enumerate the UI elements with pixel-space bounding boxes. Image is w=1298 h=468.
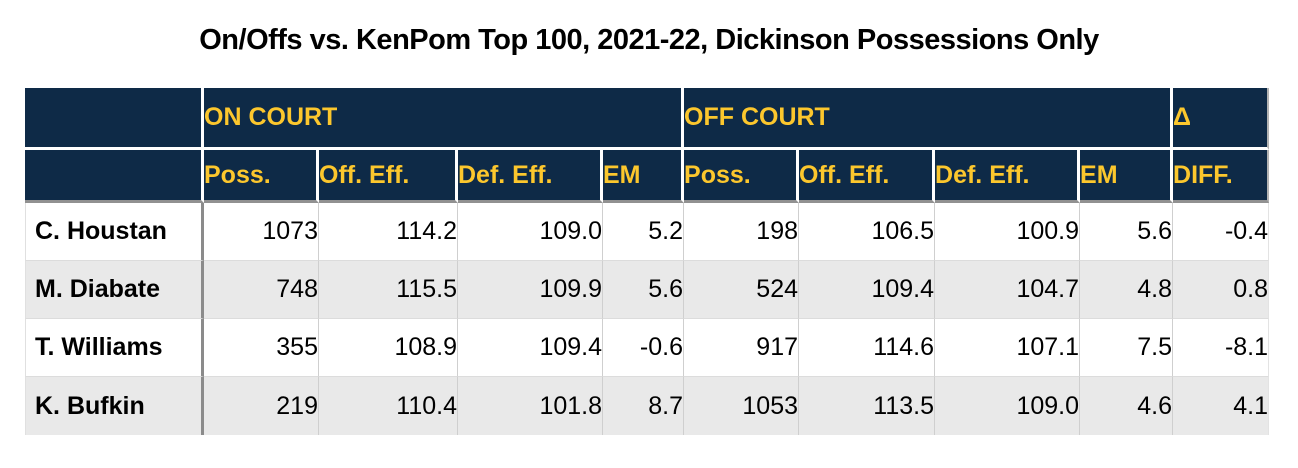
stat-on-em: 5.6 — [603, 261, 685, 319]
group-header-row: ON COURT OFF COURT Δ — [25, 88, 1270, 150]
stat-on-off-eff: 110.4 — [319, 377, 458, 435]
group-header-off-court: OFF COURT — [684, 88, 1174, 150]
stat-on-em: 5.2 — [603, 203, 685, 261]
stat-on-def-eff: 109.0 — [458, 203, 603, 261]
stat-on-em: -0.6 — [603, 319, 685, 377]
stat-off-def-eff: 100.9 — [935, 203, 1081, 261]
stat-off-em: 5.6 — [1080, 203, 1174, 261]
stat-off-def-eff: 109.0 — [935, 377, 1081, 435]
table-row: M. Diabate 748 115.5 109.9 5.6 524 109.4… — [25, 261, 1270, 319]
stat-off-def-eff: 104.7 — [935, 261, 1081, 319]
table-row: T. Williams 355 108.9 109.4 -0.6 917 114… — [25, 319, 1270, 377]
column-header-on-off-eff: Off. Eff. — [319, 150, 458, 203]
corner-blank-cell — [25, 88, 204, 150]
chart-title: On/Offs vs. KenPom Top 100, 2021-22, Dic… — [199, 24, 1099, 56]
stat-off-em: 7.5 — [1080, 319, 1174, 377]
stat-off-poss: 524 — [684, 261, 800, 319]
stat-on-poss: 355 — [204, 319, 319, 377]
stat-on-def-eff: 101.8 — [458, 377, 603, 435]
stat-on-off-eff: 115.5 — [319, 261, 458, 319]
group-header-on-court: ON COURT — [204, 88, 685, 150]
player-name: M. Diabate — [25, 261, 204, 319]
stat-on-off-eff: 114.2 — [319, 203, 458, 261]
stat-off-poss: 1053 — [684, 377, 800, 435]
stat-off-poss: 917 — [684, 319, 800, 377]
column-header-off-def-eff: Def. Eff. — [935, 150, 1081, 203]
stat-off-em: 4.6 — [1080, 377, 1174, 435]
stat-off-def-eff: 107.1 — [935, 319, 1081, 377]
column-header-player-blank — [25, 150, 204, 203]
column-header-on-def-eff: Def. Eff. — [458, 150, 603, 203]
stat-on-em: 8.7 — [603, 377, 685, 435]
stat-on-poss: 219 — [204, 377, 319, 435]
group-header-delta: Δ — [1173, 88, 1270, 150]
stat-off-off-eff: 109.4 — [799, 261, 936, 319]
stat-on-off-eff: 108.9 — [319, 319, 458, 377]
stat-on-poss: 1073 — [204, 203, 319, 261]
player-name: K. Bufkin — [25, 377, 204, 435]
stat-on-def-eff: 109.4 — [458, 319, 603, 377]
table-body: C. Houstan 1073 114.2 109.0 5.2 198 106.… — [25, 203, 1270, 435]
stat-diff: 0.8 — [1173, 261, 1270, 319]
stat-off-off-eff: 106.5 — [799, 203, 936, 261]
column-header-off-off-eff: Off. Eff. — [799, 150, 936, 203]
stat-diff: -0.4 — [1173, 203, 1270, 261]
column-header-on-em: EM — [603, 150, 685, 203]
stat-diff: 4.1 — [1173, 377, 1270, 435]
stat-off-em: 4.8 — [1080, 261, 1174, 319]
column-header-on-poss: Poss. — [204, 150, 319, 203]
player-name: C. Houstan — [25, 203, 204, 261]
column-header-off-poss: Poss. — [684, 150, 800, 203]
stat-off-off-eff: 114.6 — [799, 319, 936, 377]
table-row: C. Houstan 1073 114.2 109.0 5.2 198 106.… — [25, 203, 1270, 261]
stat-diff: -8.1 — [1173, 319, 1270, 377]
column-header-diff: DIFF. — [1173, 150, 1270, 203]
stat-off-poss: 198 — [684, 203, 800, 261]
stat-on-def-eff: 109.9 — [458, 261, 603, 319]
table-row: K. Bufkin 219 110.4 101.8 8.7 1053 113.5… — [25, 377, 1270, 435]
stat-off-off-eff: 113.5 — [799, 377, 936, 435]
column-header-row: Poss. Off. Eff. Def. Eff. EM Poss. Off. … — [25, 150, 1270, 203]
column-header-off-em: EM — [1080, 150, 1174, 203]
on-off-stats-table: ON COURT OFF COURT Δ Poss. Off. Eff. Def… — [25, 88, 1270, 435]
table-header: ON COURT OFF COURT Δ Poss. Off. Eff. Def… — [25, 88, 1270, 203]
stat-on-poss: 748 — [204, 261, 319, 319]
player-name: T. Williams — [25, 319, 204, 377]
